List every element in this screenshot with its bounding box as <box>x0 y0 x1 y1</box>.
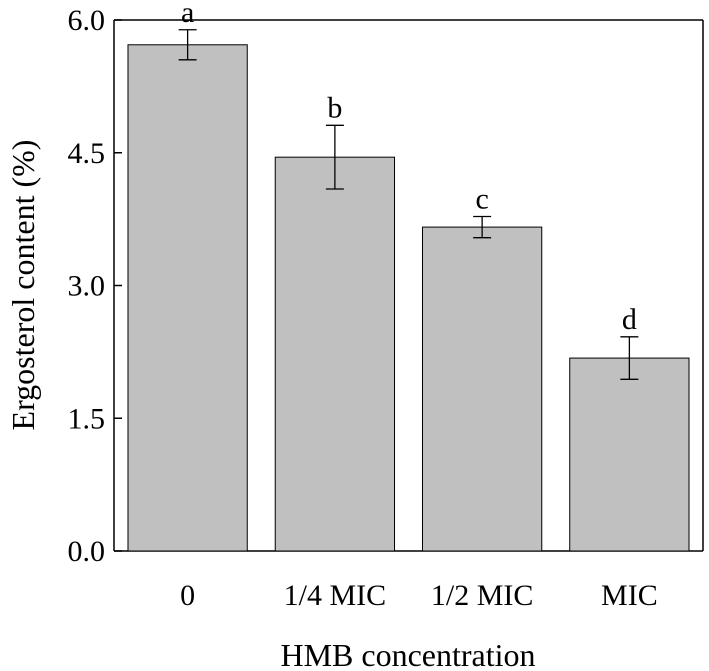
y-tick-label: 4.5 <box>68 137 106 170</box>
bar <box>569 357 690 552</box>
significance-letter: b <box>327 91 342 124</box>
x-axis-title: HMB concentration <box>280 637 535 671</box>
significance-letter: a <box>181 0 194 29</box>
y-tick-label: 1.5 <box>68 402 106 435</box>
y-tick-label: 6.0 <box>68 4 106 37</box>
error-bars <box>178 29 639 380</box>
significance-letter: d <box>622 303 637 336</box>
bar <box>127 44 248 552</box>
x-tick-label: MIC <box>601 579 658 612</box>
y-ticks: 0.0 1.5 3.0 4.5 6.0 <box>68 4 122 568</box>
significance-letters: a b c d <box>181 0 637 336</box>
y-axis-title: Ergosterol content (%) <box>5 140 41 431</box>
x-ticks: 0 1/4 MIC 1/2 MIC MIC <box>180 543 658 612</box>
y-tick-label: 0.0 <box>68 535 106 568</box>
bar <box>421 226 543 552</box>
bars <box>127 44 690 552</box>
x-tick-label: 1/4 MIC <box>284 579 387 612</box>
significance-letter: c <box>475 182 488 215</box>
y-tick-label: 3.0 <box>68 270 106 303</box>
plot-area: 0.0 1.5 3.0 4.5 6.0 0 1/4 MIC 1/2 MIC MIC a b c d <box>68 0 704 612</box>
bar <box>274 156 396 552</box>
x-tick-label: 0 <box>180 579 195 612</box>
x-tick-label: 1/2 MIC <box>431 579 534 612</box>
